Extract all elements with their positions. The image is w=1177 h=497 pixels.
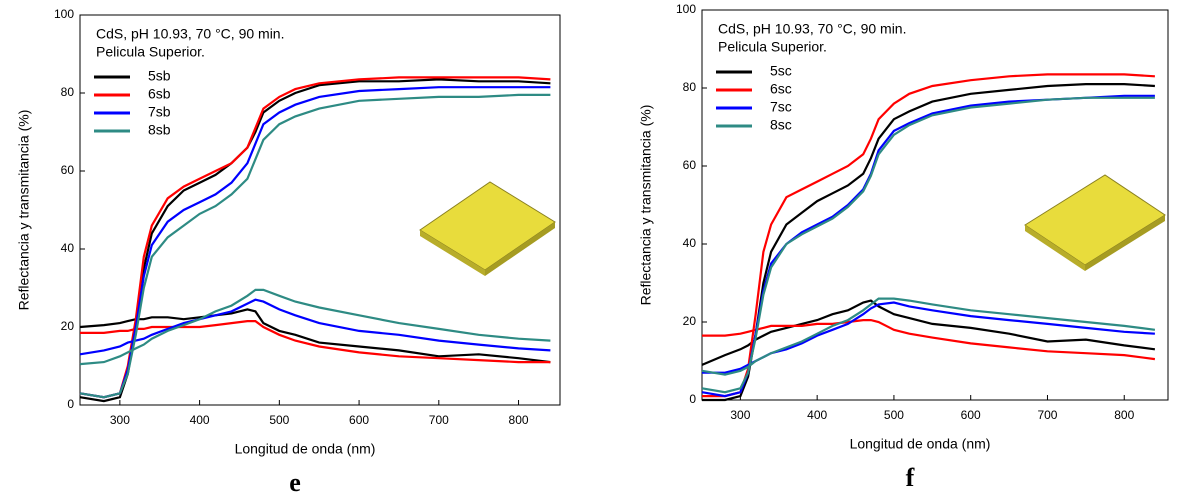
y-tick-label: 40 <box>683 236 697 250</box>
chip-icon <box>419 181 556 276</box>
series-line <box>79 308 551 364</box>
series-line <box>702 319 1156 361</box>
y-tick-label: 60 <box>683 158 697 172</box>
panel-label: e <box>289 468 301 497</box>
x-tick-label: 800 <box>1114 408 1134 422</box>
x-tick-label: 700 <box>1037 408 1057 422</box>
y-tick-label: 100 <box>676 2 696 16</box>
y-tick-label: 20 <box>61 319 75 333</box>
x-tick-label: 500 <box>884 408 904 422</box>
y-axis-label: Reflectancia y transmitancia (%) <box>16 110 32 311</box>
x-tick-label: 600 <box>961 408 981 422</box>
legend-label: 6sb <box>148 86 171 102</box>
panel-label: f <box>906 463 915 492</box>
series-line <box>79 288 551 366</box>
chip-icon <box>1024 174 1166 271</box>
annotation: CdS, pH 10.93, 70 °C, 90 min. <box>96 26 284 42</box>
y-tick-label: 0 <box>67 397 74 411</box>
x-tick-label: 400 <box>807 408 827 422</box>
x-tick-label: 600 <box>349 413 369 427</box>
x-tick-label: 500 <box>269 413 289 427</box>
legend-label: 8sc <box>770 117 792 133</box>
chart: 0 20 40 60 80 100 300 400 500 600 700 800 Longitud d… <box>638 2 1169 492</box>
series-line <box>79 86 551 399</box>
plot-frame <box>79 14 561 406</box>
x-tick-label: 400 <box>190 413 210 427</box>
legend-label: 5sc <box>770 63 792 79</box>
annotation: CdS, pH 10.93, 70 °C, 90 min. <box>718 21 906 37</box>
series-line <box>79 93 551 399</box>
legend-label: 6sc <box>770 81 792 97</box>
legend-label: 8sb <box>148 122 171 138</box>
legend-label: 7sb <box>148 104 171 120</box>
series-line <box>79 76 551 399</box>
y-tick-label: 80 <box>61 85 75 99</box>
plot-frame <box>701 9 1169 401</box>
x-tick-label: 700 <box>429 413 449 427</box>
x-tick-label: 300 <box>110 413 130 427</box>
series-line <box>702 73 1155 398</box>
x-axis-label: Longitud de onda (nm) <box>850 436 991 452</box>
chart: 0 20 40 60 80 100 300 400 500 600 700 800 Longitud d… <box>16 7 561 497</box>
annotation: Pelicula Superior. <box>718 39 827 55</box>
y-tick-label: 40 <box>61 241 75 255</box>
y-tick-label: 0 <box>689 392 696 406</box>
series-line <box>701 96 1155 394</box>
annotation: Pelicula Superior. <box>96 44 205 60</box>
y-tick-label: 100 <box>54 7 74 21</box>
y-tick-label: 20 <box>683 314 697 328</box>
x-axis-label: Longitud de onda (nm) <box>235 441 376 457</box>
x-tick-label: 300 <box>730 408 750 422</box>
y-tick-label: 60 <box>61 163 75 177</box>
legend-label: 5sb <box>148 68 171 84</box>
y-tick-label: 80 <box>683 80 697 94</box>
series-line <box>701 297 1156 376</box>
x-tick-label: 800 <box>509 413 529 427</box>
y-axis-label: Reflectancia y transmitancia (%) <box>638 105 654 306</box>
legend-label: 7sc <box>770 99 792 115</box>
